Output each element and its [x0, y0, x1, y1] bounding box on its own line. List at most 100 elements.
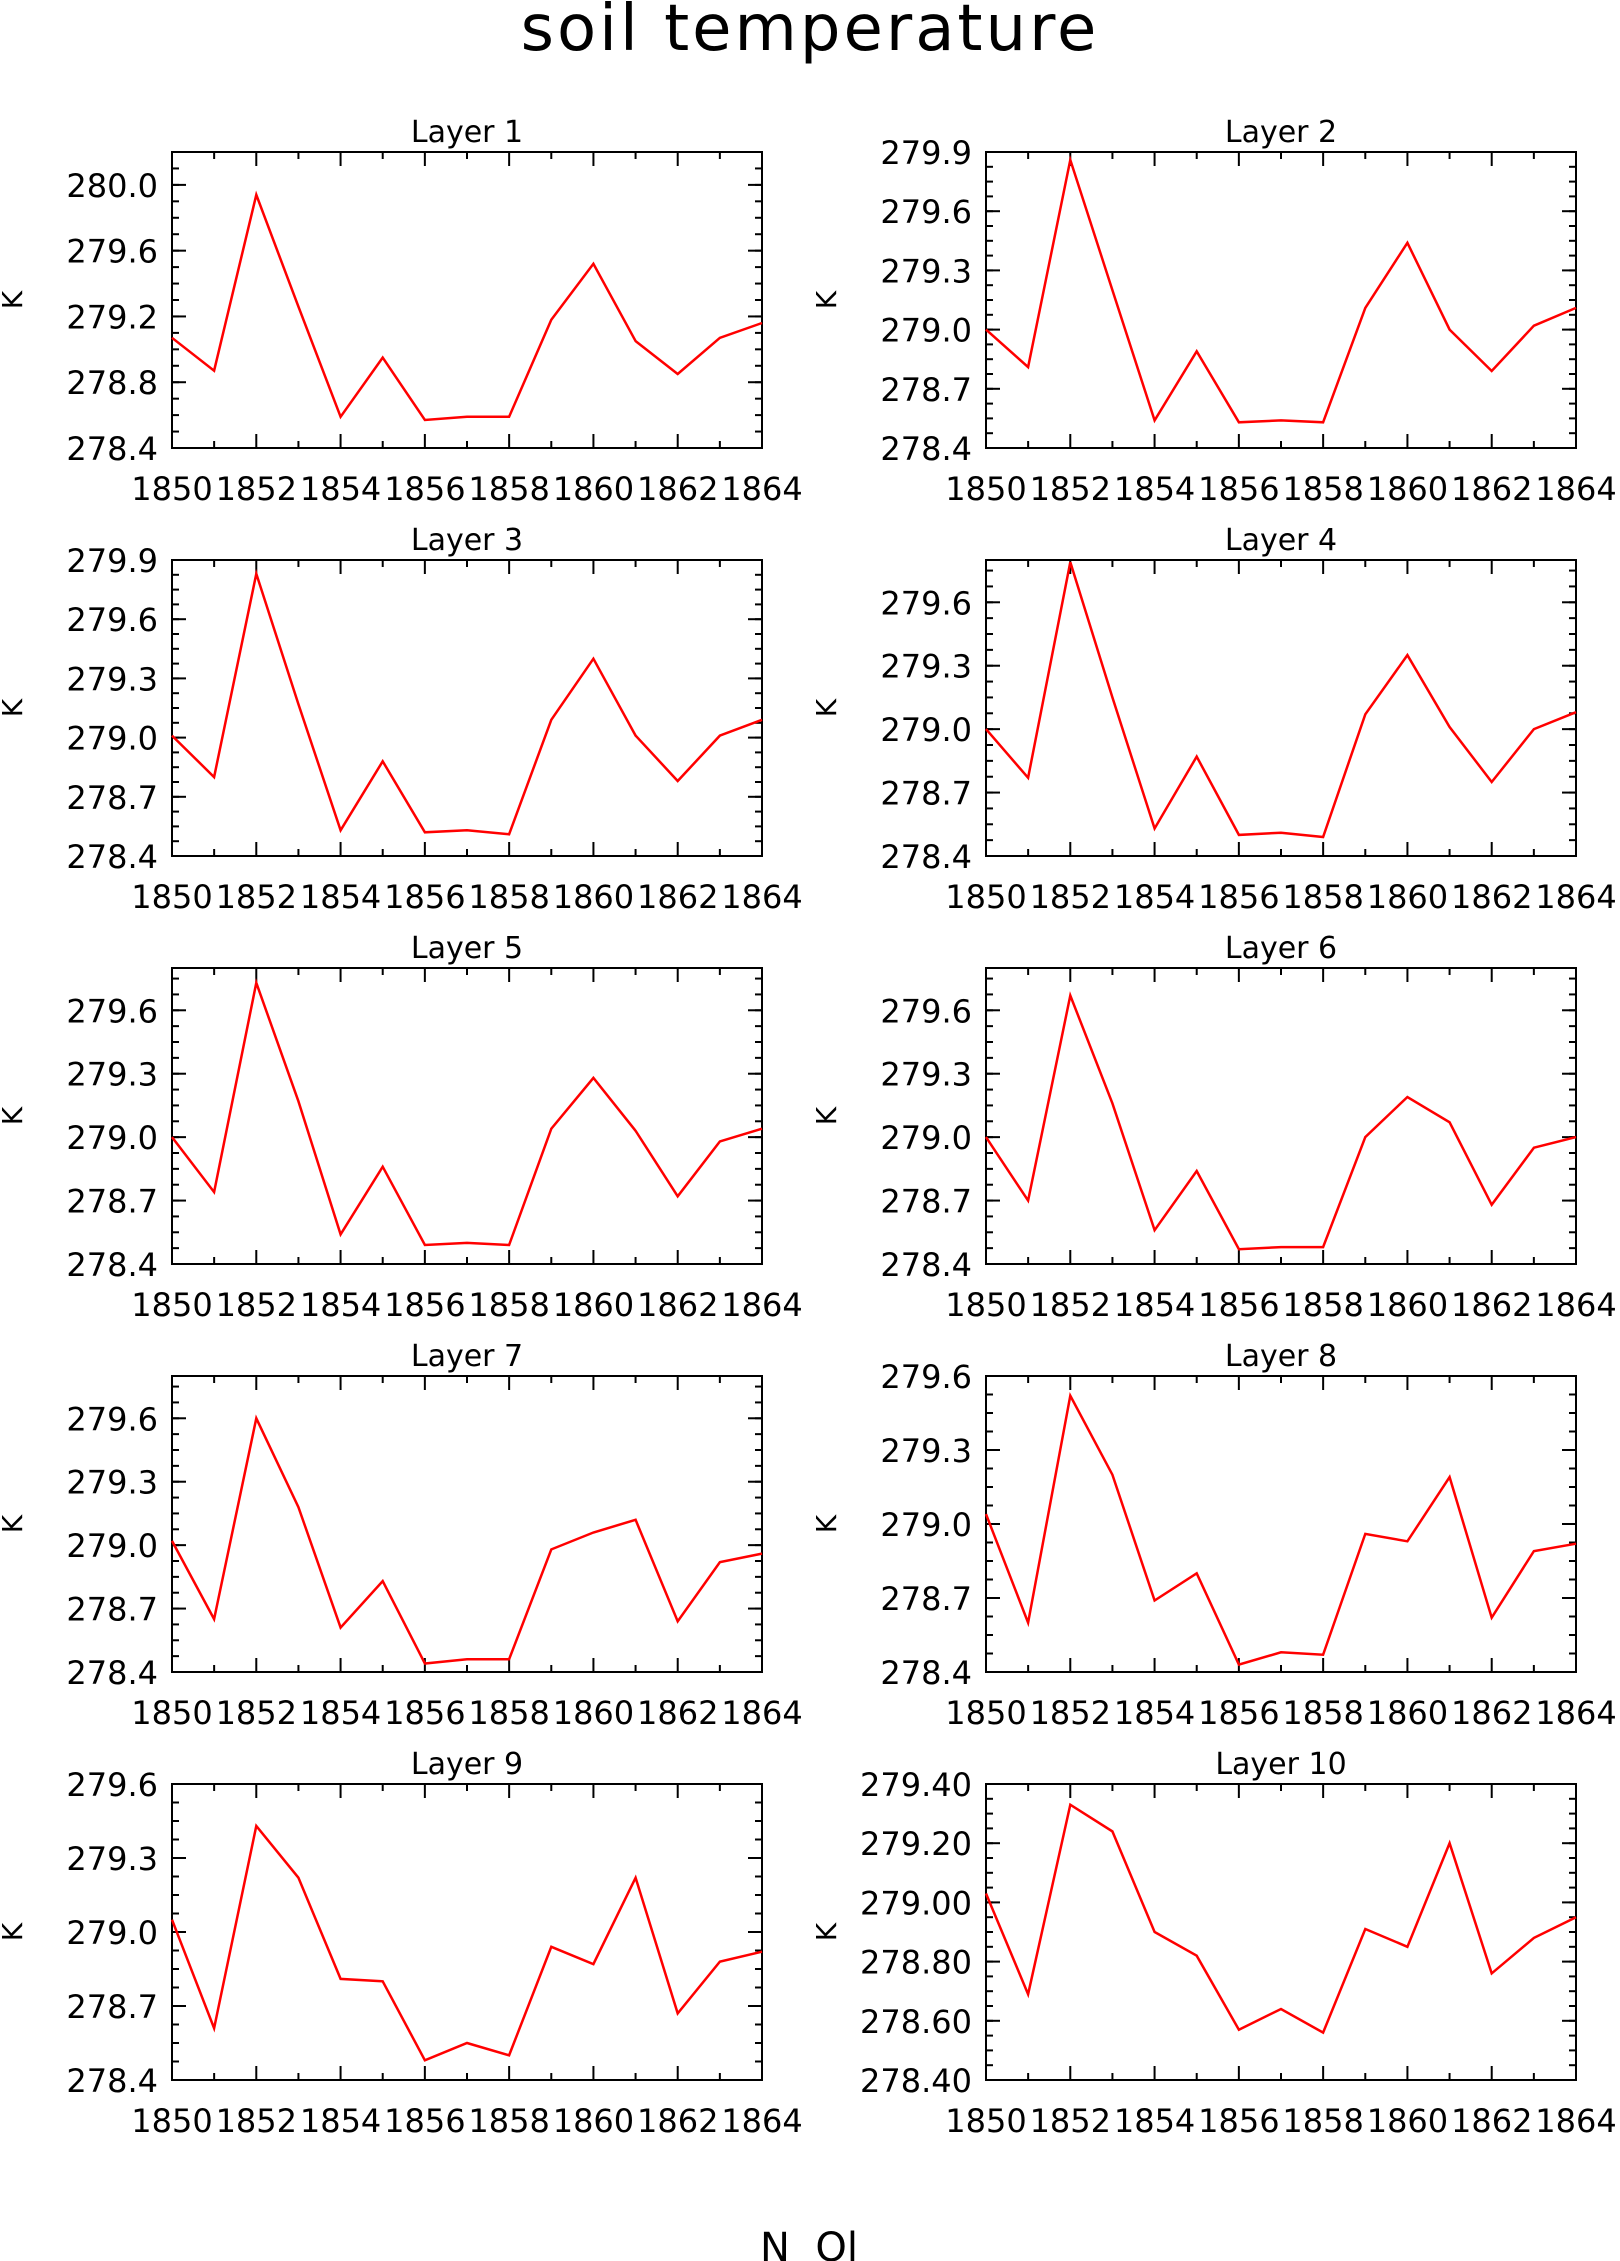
y-axis-label: K [810, 290, 843, 309]
plot-frame [985, 1375, 1577, 1673]
x-tick-label: 1862 [1451, 1286, 1532, 1324]
panel-layer-8: Layer 8 K 1850 1852 1854 1856 1858 1860 1862 1864… [810, 1339, 1617, 1732]
panel-title: Layer 8 [1225, 1339, 1337, 1374]
x-tick-label: 1864 [721, 1286, 802, 1324]
footer-text: N Ol [760, 2225, 858, 2261]
panel-layer-1: Layer 1 K 18501852185418561858186018621864… [0, 115, 803, 508]
y-tick-label: 279.0 [880, 1506, 972, 1544]
y-tick-label: 278.4 [66, 430, 158, 468]
x-tick-label: 1854 [1114, 470, 1195, 508]
y-tick-label: 278.7 [880, 371, 972, 409]
panel-layer-2: Layer 2 K 1850 1852 1854 1856 1858 1860 1862 1864… [810, 115, 1617, 508]
x-tick-label: 1852 [216, 1286, 297, 1324]
x-tick-label: 1858 [468, 1694, 549, 1732]
x-tick-label: 1854 [300, 470, 381, 508]
x-tick-label: 1864 [1535, 1694, 1616, 1732]
y-tick-label: 278.4 [880, 838, 972, 876]
y-axis-label: K [810, 1514, 843, 1533]
x-tick-label: 1862 [637, 1286, 718, 1324]
y-tick-label: 278.7 [880, 775, 972, 813]
series-line [171, 568, 763, 836]
panel-layer-9: Layer 9 K 18501852185418561858186018621864… [0, 1747, 803, 2140]
x-tick-label: 1856 [384, 1694, 465, 1732]
x-tick-label: 1852 [216, 878, 297, 916]
plot-frame [985, 967, 1577, 1265]
x-tick-label: 1860 [553, 2102, 634, 2140]
x-tick-label: 1860 [1367, 470, 1448, 508]
y-tick-label: 278.7 [66, 1988, 158, 2026]
x-tick-label: 1850 [945, 878, 1026, 916]
y-tick-label: 279.6 [66, 1400, 158, 1438]
y-tick-label: 279.6 [880, 1358, 972, 1396]
panel-title: Layer 5 [411, 931, 523, 966]
x-tick-label: 1858 [1282, 2102, 1363, 2140]
y-tick-label: 279.0 [66, 1119, 158, 1157]
x-tick-label: 1850 [945, 2102, 1026, 2140]
x-tick-label: 1860 [553, 1286, 634, 1324]
x-tick-label: 1862 [637, 470, 718, 508]
x-tick-label: 1852 [1030, 470, 1111, 508]
y-tick-label: 280.0 [66, 167, 158, 205]
x-tick-label: 1856 [1198, 2102, 1279, 2140]
x-tick-label: 1858 [468, 1286, 549, 1324]
plot-frame [171, 1783, 763, 2081]
y-tick-label: 278.7 [880, 1580, 972, 1618]
x-tick-label: 1858 [468, 878, 549, 916]
y-tick-label: 278.4 [880, 1654, 972, 1692]
panel-title: Layer 10 [1215, 1747, 1346, 1782]
y-axis-label: K [810, 698, 843, 717]
x-tick-label: 1854 [1114, 878, 1195, 916]
series-line [170, 1414, 763, 1665]
panel-title: Layer 2 [1225, 115, 1337, 150]
x-tick-label: 1864 [1535, 878, 1616, 916]
y-axis-label: K [0, 1922, 29, 1941]
y-axis-label: K [810, 1106, 843, 1125]
plot-frame [985, 1783, 1577, 2081]
plot-frame [171, 559, 763, 857]
x-tick-label: 1852 [216, 2102, 297, 2140]
y-axis-label: K [0, 698, 29, 717]
y-tick-label: 279.20 [860, 1825, 972, 1863]
x-tick-label: 1862 [1451, 1694, 1532, 1732]
x-tick-label: 1858 [1282, 1694, 1363, 1732]
x-tick-label: 1864 [721, 878, 802, 916]
y-tick-label: 279.9 [880, 134, 972, 172]
x-tick-label: 1852 [1030, 878, 1111, 916]
x-tick-label: 1864 [1535, 470, 1616, 508]
panel-layer-3: Layer 3 K 18501852185418561858186018621864… [0, 523, 803, 916]
x-tick-label: 1854 [300, 2102, 381, 2140]
panel-title: Layer 9 [411, 1747, 523, 1782]
y-tick-label: 278.7 [66, 1591, 158, 1629]
y-tick-label: 279.0 [880, 711, 972, 749]
x-tick-label: 1860 [553, 1694, 634, 1732]
panel-title: Layer 3 [411, 523, 523, 558]
y-tick-label: 279.6 [66, 233, 158, 271]
series-line [171, 190, 763, 422]
y-tick-label: 278.4 [880, 1246, 972, 1284]
x-tick-label: 1858 [1282, 1286, 1363, 1324]
plot-frame [985, 559, 1577, 857]
y-tick-label: 279.6 [66, 992, 158, 1030]
x-tick-label: 1864 [1535, 2102, 1616, 2140]
plot-frame [171, 967, 763, 1265]
x-tick-label: 1858 [468, 470, 549, 508]
y-tick-label: 278.40 [860, 2062, 972, 2100]
panel-title: Layer 1 [411, 115, 523, 150]
x-tick-label: 1862 [637, 2102, 718, 2140]
series-line [171, 978, 763, 1247]
y-tick-label: 278.4 [66, 2062, 158, 2100]
y-tick-label: 279.0 [880, 312, 972, 350]
y-tick-label: 279.2 [66, 298, 158, 336]
x-tick-label: 1854 [1114, 2102, 1195, 2140]
x-tick-label: 1856 [1198, 470, 1279, 508]
x-tick-label: 1854 [300, 1694, 381, 1732]
y-tick-label: 279.6 [880, 584, 972, 622]
x-tick-label: 1852 [216, 470, 297, 508]
x-tick-label: 1850 [131, 470, 212, 508]
series-line [984, 1391, 1577, 1667]
y-tick-label: 279.6 [880, 193, 972, 231]
y-tick-label: 279.3 [880, 252, 972, 290]
y-axis-label: K [0, 1106, 29, 1125]
x-tick-label: 1850 [945, 470, 1026, 508]
x-tick-label: 1852 [216, 1694, 297, 1732]
